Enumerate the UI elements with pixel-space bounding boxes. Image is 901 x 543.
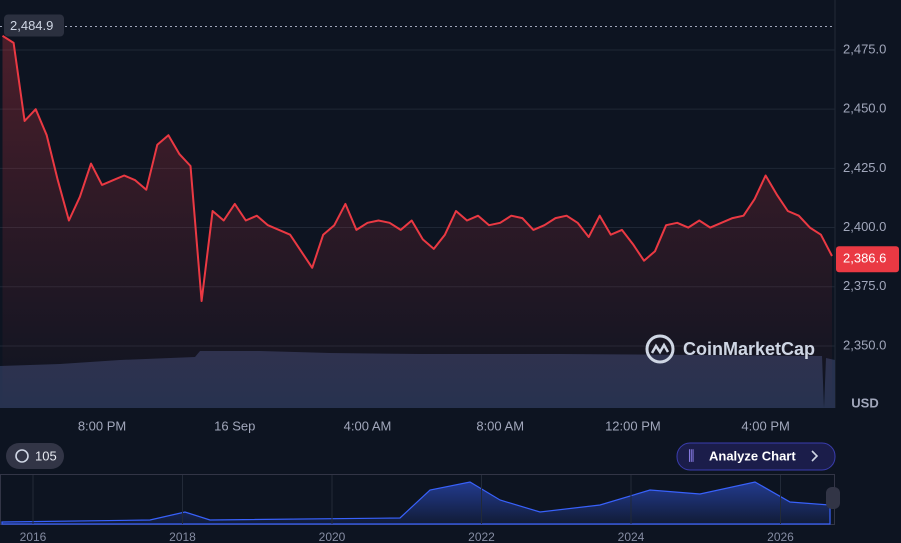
navigator-label: 2024	[618, 530, 645, 543]
y-tick-label: 2,425.0	[843, 160, 886, 175]
x-tick-label: 16 Sep	[214, 418, 255, 433]
history-count: 105	[35, 448, 57, 463]
x-tick-label: 4:00 AM	[344, 418, 392, 433]
y-tick-label: 2,375.0	[843, 278, 886, 293]
y-tick-label: 2,400.0	[843, 219, 886, 234]
navigator-label: 2018	[169, 530, 196, 543]
navigator-label: 2020	[319, 530, 346, 543]
y-axis-label: USD	[851, 395, 878, 410]
y-tick-label: 2,350.0	[843, 337, 886, 352]
price-line	[1, 34, 833, 302]
y-tick-label: 2,450.0	[843, 101, 886, 116]
high-badge	[4, 14, 64, 37]
navigator-label: 2026	[767, 530, 794, 543]
line-area	[2, 35, 832, 409]
x-tick-label: 8:00 PM	[78, 418, 126, 433]
analyze-arrow	[811, 450, 819, 462]
x-tick-label: 12:00 PM	[605, 418, 661, 433]
high-label: 2,484.9	[10, 18, 53, 33]
x-tick-label: 8:00 AM	[476, 418, 524, 433]
navigator-handle[interactable]	[826, 487, 840, 509]
navigator-label: 2016	[20, 530, 47, 543]
y-tick-label: 2,475.0	[843, 41, 886, 56]
analyze-button[interactable]	[676, 442, 836, 471]
watermark-text: CoinMarketCap	[683, 339, 815, 359]
analyze-text: Analyze Chart	[709, 448, 796, 463]
last-label: 2,386.6	[843, 251, 886, 266]
navigator-label: 2022	[468, 530, 495, 543]
last-badge	[836, 246, 899, 273]
watermark: CoinMarketCap	[645, 334, 815, 364]
analyze-icon: ⫼	[688, 448, 694, 464]
history-icon	[15, 449, 29, 463]
x-tick-label: 4:00 PM	[741, 418, 789, 433]
